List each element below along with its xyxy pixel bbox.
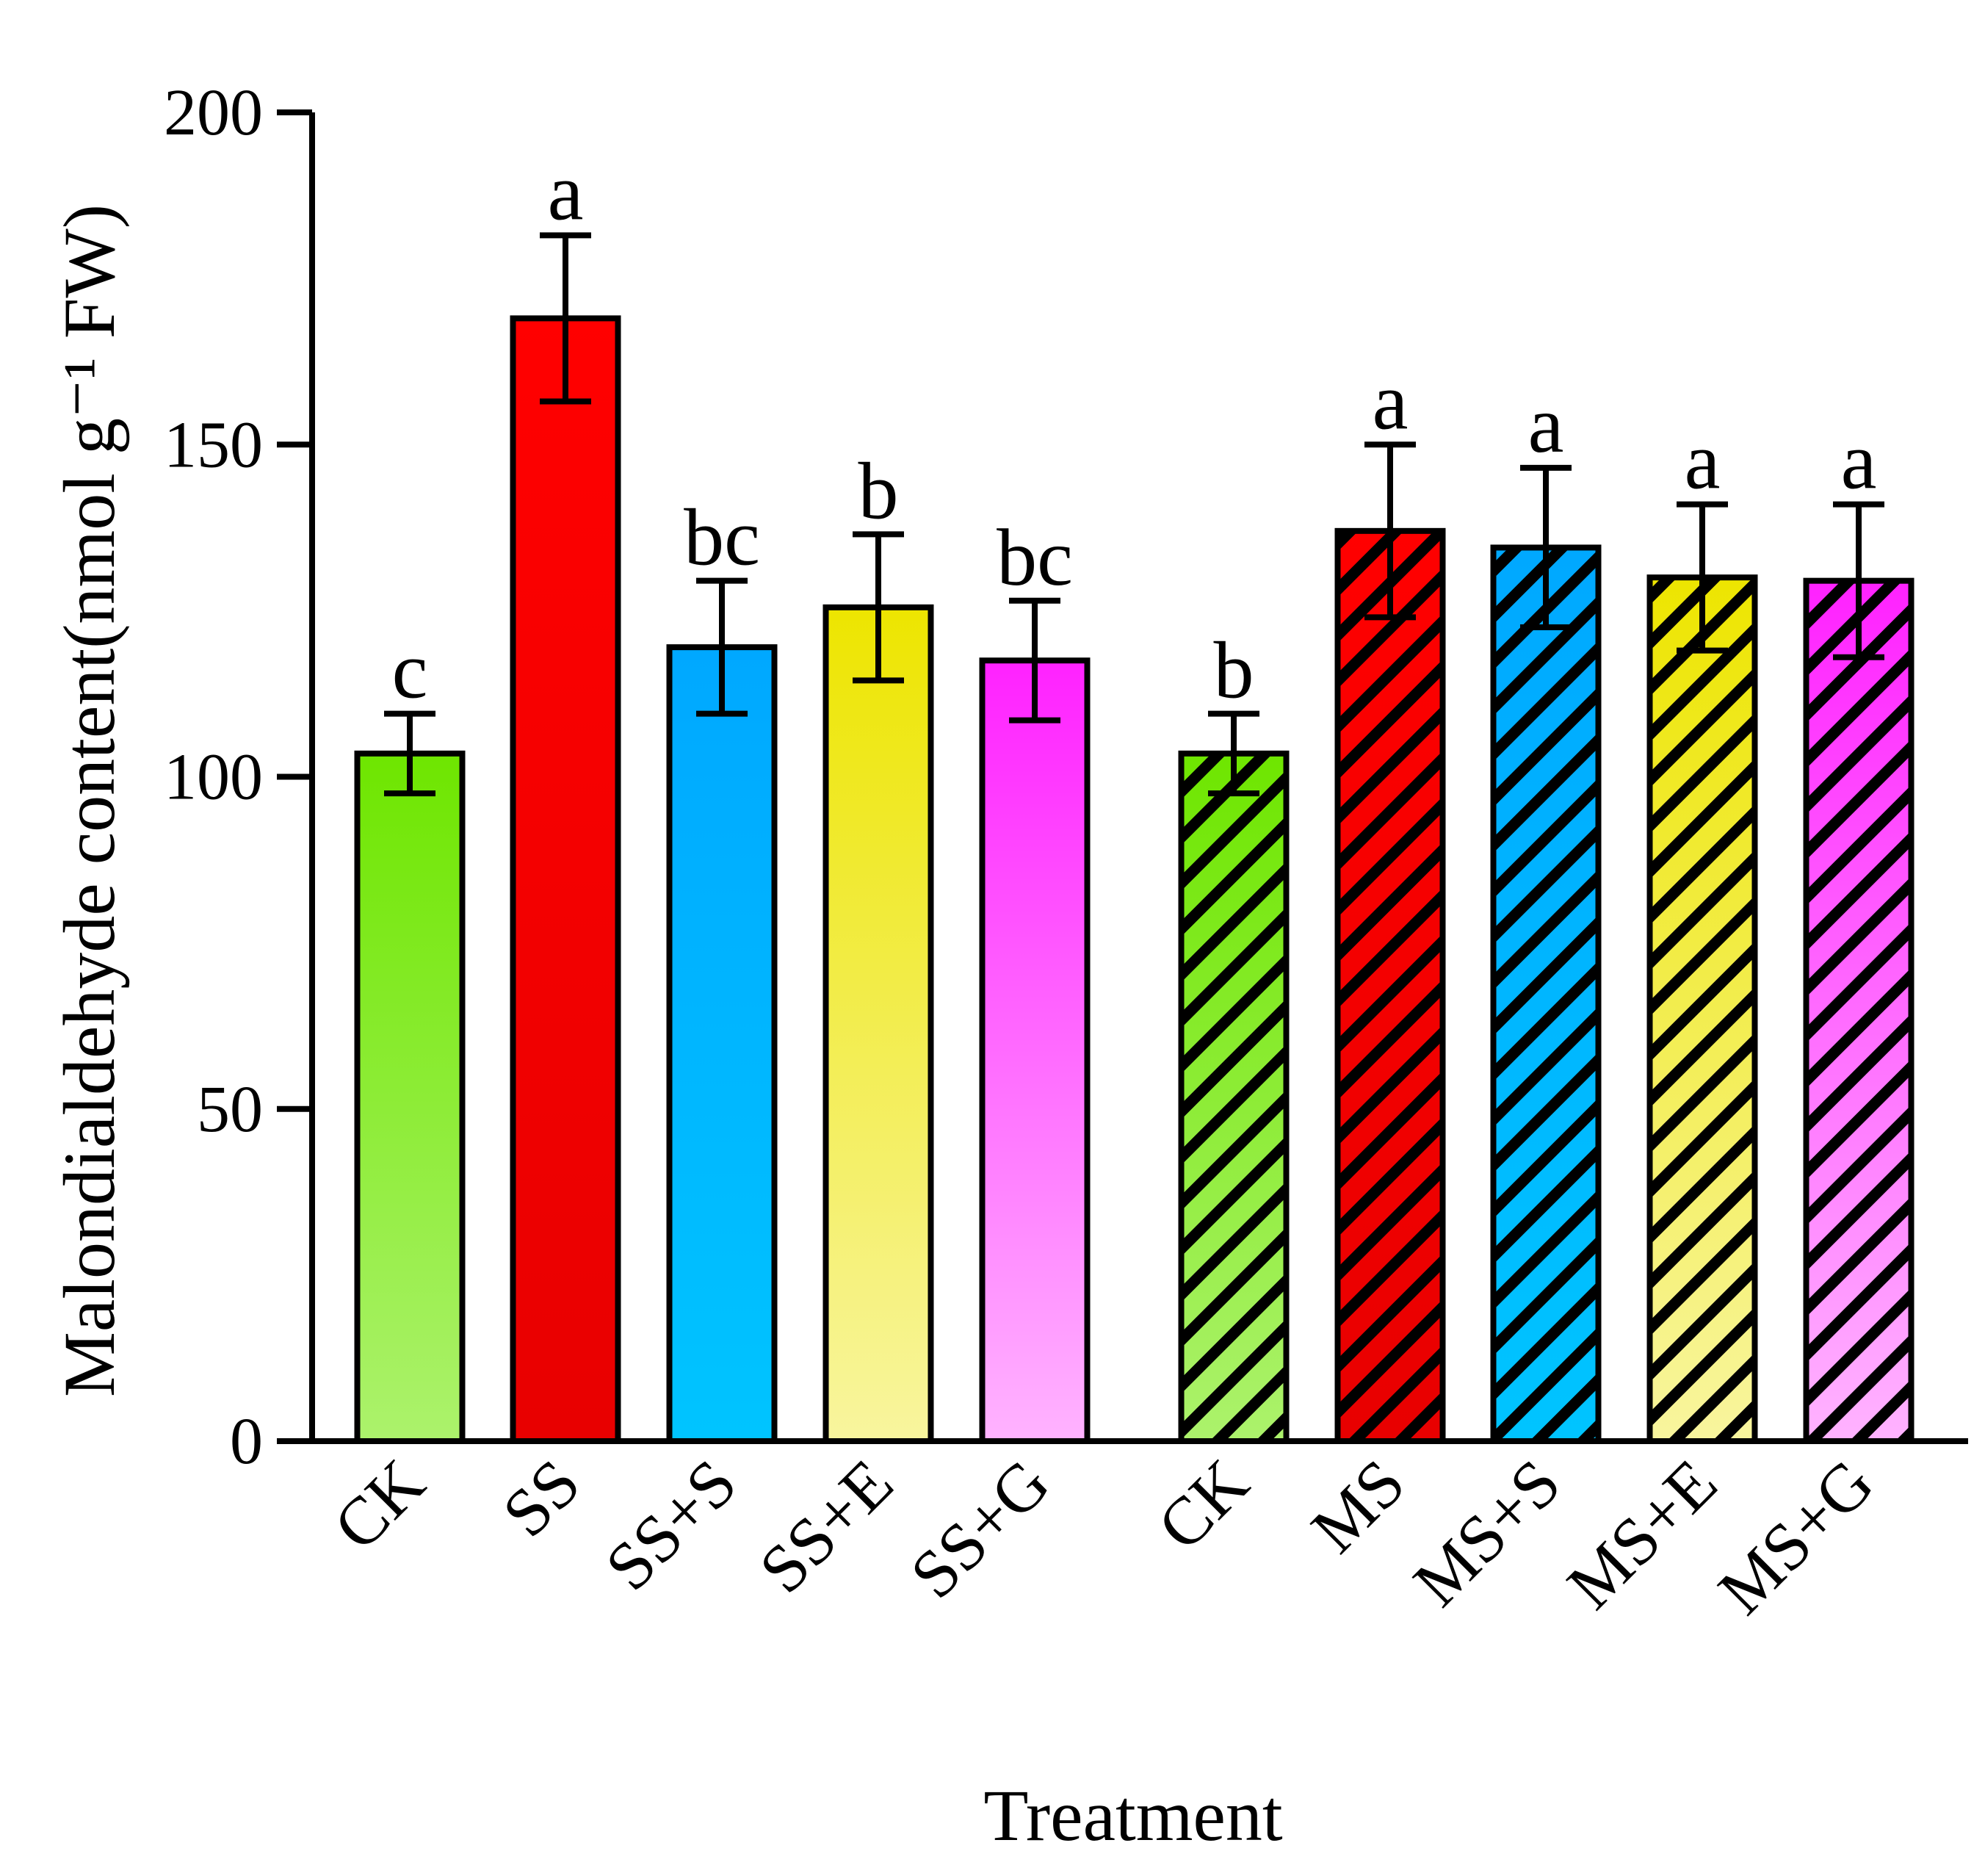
error-bar [1009,597,1060,724]
x-tick-label: MS+G [1704,1445,1887,1628]
error-bar [1208,710,1259,797]
x-tick-label: SS+G [896,1445,1063,1612]
significance-label: c [392,626,428,715]
x-tick-label: CK [319,1445,439,1565]
bar [825,607,931,1441]
bar-hatch [1337,530,1443,1442]
x-tick-label: MS+S [1399,1445,1574,1620]
bar [513,318,618,1441]
significance-labels-layer: c a bc b bc b a a a a [392,147,1877,715]
error-bar [1364,441,1416,621]
bar [669,647,775,1441]
significance-label: b [858,446,899,535]
error-bar [1677,501,1728,654]
x-tick-label: SS+E [745,1445,907,1607]
x-tick-label: SS [488,1445,594,1551]
error-bar [1833,501,1884,660]
y-tick-label: 150 [164,408,263,481]
y-tick-label: 200 [164,76,263,149]
x-axis-title: Treatment [983,1775,1283,1856]
y-tick-label: 0 [230,1405,263,1478]
error-bar [540,232,591,405]
x-tick-label: MS+E [1553,1445,1732,1623]
x-tick-label: MS [1297,1445,1419,1567]
error-bar [696,577,748,717]
significance-label: a [1373,356,1409,446]
x-tick-label: SS+S [591,1445,751,1604]
error-bar [853,531,904,684]
y-tick-label: 50 [197,1073,263,1146]
error-bar [384,710,435,797]
error-bars-layer [384,232,1884,797]
bars-layer [354,315,1915,1445]
significance-label: a [1528,380,1564,469]
y-tick-label: 100 [164,741,263,814]
significance-label: a [548,147,584,237]
significance-label: b [1214,626,1254,715]
bar-hatch [1806,580,1912,1441]
y-ticks-layer: 0 50 100 150 200 [164,76,312,1478]
significance-label: a [1841,416,1877,506]
significance-label: bc [997,513,1073,602]
y-axis-title: Malondialdehyde content(nmol g⁻¹ FW) [48,204,130,1397]
bar-hatch [1649,577,1755,1441]
x-tick-label: CK [1143,1445,1263,1565]
error-bar [1520,464,1572,630]
bar-hatch [1493,547,1599,1441]
significance-label: bc [684,493,760,582]
bar [357,753,463,1441]
bar-hatch [1181,753,1287,1441]
significance-label: a [1685,416,1721,506]
bar [982,660,1088,1441]
